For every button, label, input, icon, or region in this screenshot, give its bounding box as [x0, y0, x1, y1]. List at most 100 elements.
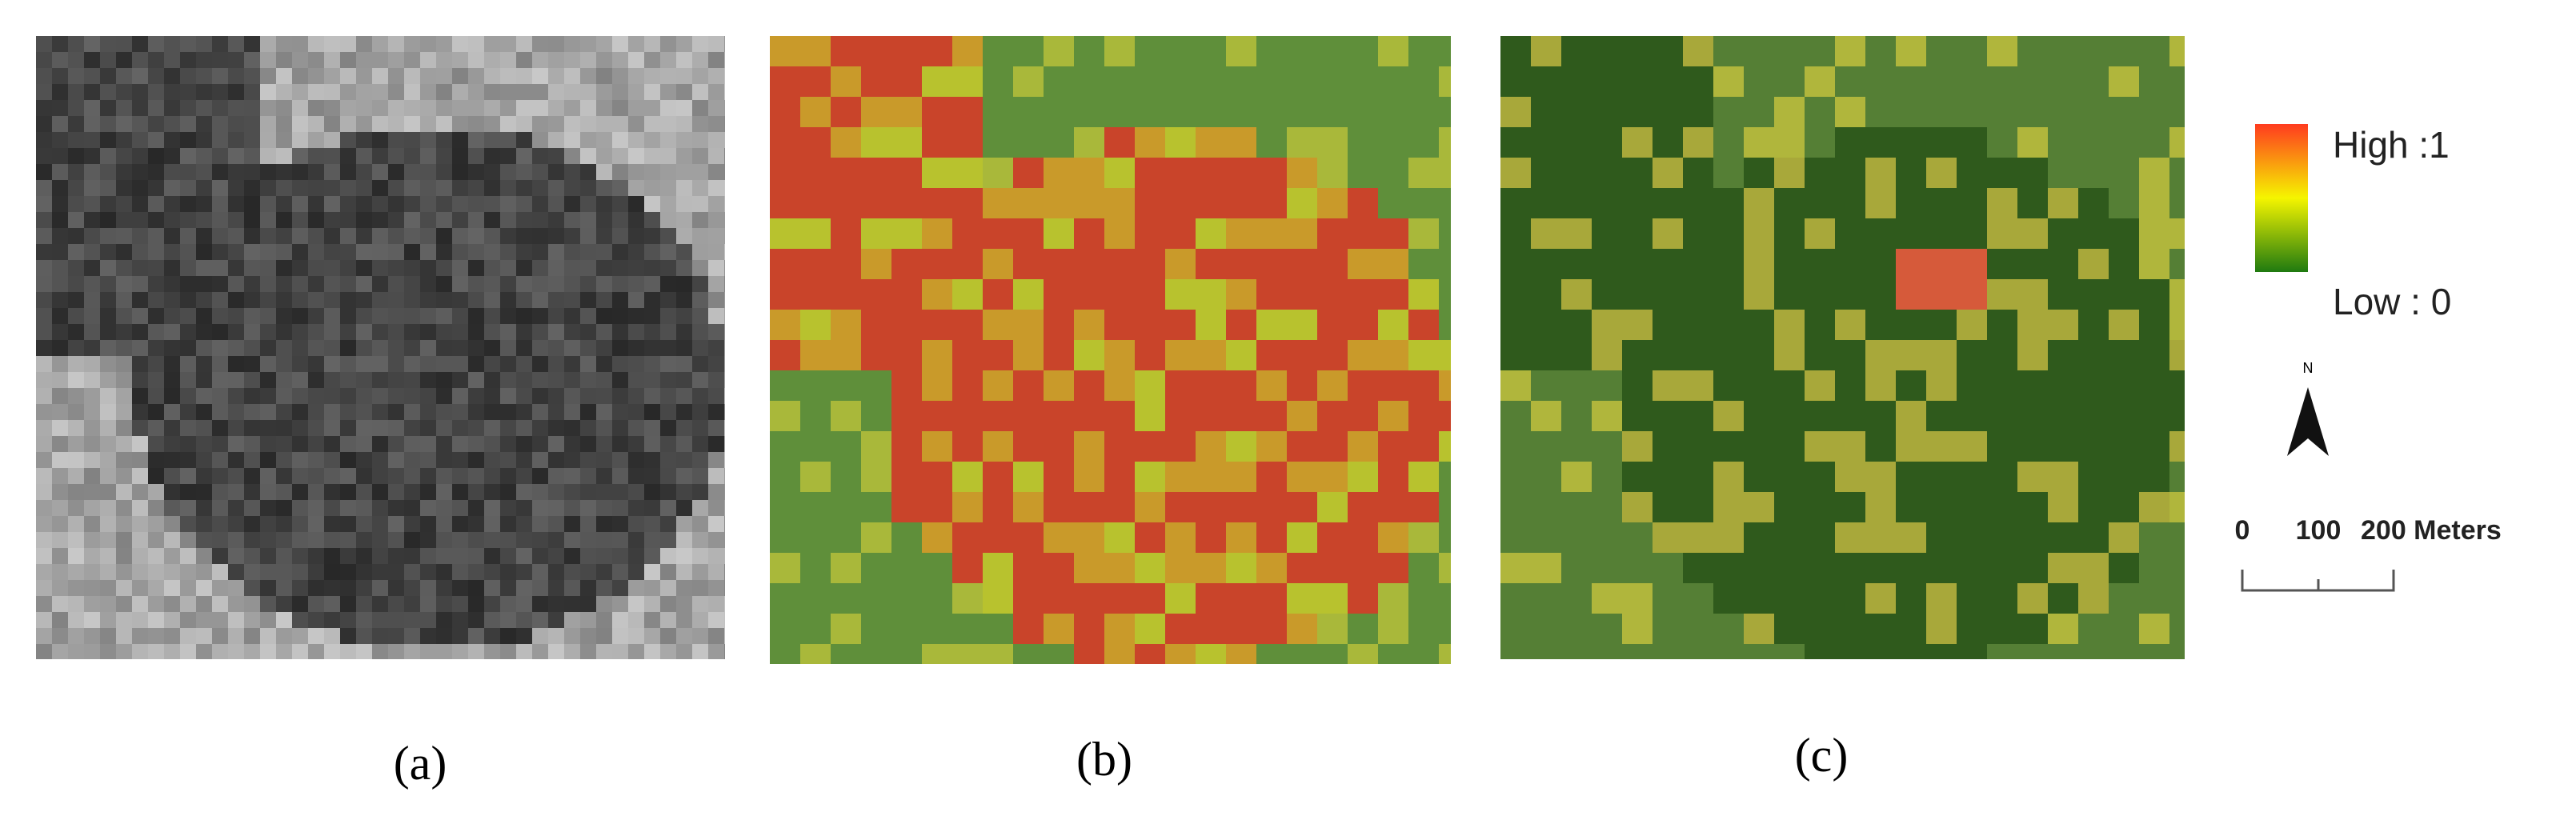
image-cell [308, 52, 324, 68]
image-cell [212, 452, 228, 468]
image-cell [324, 580, 340, 596]
image-cell [800, 340, 831, 370]
image-cell [116, 404, 132, 420]
image-cell [148, 548, 164, 564]
image-cell [436, 308, 452, 324]
image-cell [164, 596, 180, 612]
image-cell [500, 452, 516, 468]
image-cell [212, 628, 228, 644]
image-cell [612, 308, 628, 324]
image-cell [1013, 158, 1044, 188]
image-cell [52, 148, 68, 164]
image-cell [516, 100, 532, 116]
image-cell [1622, 188, 1653, 218]
image-cell [36, 404, 52, 420]
image-cell [2109, 644, 2139, 659]
image-cell [660, 212, 676, 228]
image-cell [52, 100, 68, 116]
image-cell [164, 68, 180, 84]
image-cell [52, 340, 68, 356]
image-cell [1044, 522, 1074, 553]
image-cell [596, 452, 612, 468]
image-cell [1013, 522, 1044, 553]
image-cell [580, 340, 596, 356]
image-cell [500, 596, 516, 612]
image-cell [196, 548, 212, 564]
image-cell [484, 276, 500, 292]
image-cell [532, 164, 548, 180]
image-cell [116, 260, 132, 276]
image-cell [2139, 340, 2169, 370]
image-cell [548, 436, 564, 452]
image-cell [420, 340, 436, 356]
image-cell [324, 372, 340, 388]
image-cell [324, 516, 340, 532]
image-cell [1987, 553, 2017, 583]
image-cell [148, 340, 164, 356]
image-cell [244, 628, 260, 644]
image-cell [324, 564, 340, 580]
image-cell [952, 36, 983, 66]
image-cell [1835, 522, 1865, 553]
image-cell [324, 68, 340, 84]
image-cell [52, 500, 68, 516]
image-cell [292, 516, 308, 532]
image-cell [116, 180, 132, 196]
image-cell [1287, 401, 1317, 431]
image-cell [1256, 553, 1287, 583]
image-cell [1835, 66, 1865, 97]
image-cell [1713, 583, 1744, 614]
image-cell [1957, 66, 1987, 97]
image-cell [372, 596, 388, 612]
image-cell [468, 484, 484, 500]
image-cell [2048, 97, 2078, 127]
image-cell [388, 500, 404, 516]
image-cell [500, 340, 516, 356]
image-cell [1287, 522, 1317, 553]
image-cell [212, 116, 228, 132]
image-cell [1256, 66, 1287, 97]
image-cell [452, 180, 468, 196]
image-cell [292, 340, 308, 356]
image-cell [612, 52, 628, 68]
image-cell [148, 452, 164, 468]
image-cell [196, 84, 212, 100]
image-cell [580, 628, 596, 644]
image-cell [52, 276, 68, 292]
image-cell [1561, 310, 1592, 340]
image-cell [516, 132, 532, 148]
image-cell [548, 580, 564, 596]
image-cell [564, 180, 580, 196]
image-cell [356, 260, 372, 276]
image-cell [660, 548, 676, 564]
image-cell [1256, 492, 1287, 522]
image-cell [324, 468, 340, 484]
image-cell [1805, 127, 1835, 158]
image-cell [1226, 614, 1256, 644]
image-cell [2078, 127, 2109, 158]
image-cell [244, 244, 260, 260]
image-cell [260, 452, 276, 468]
image-cell [1135, 614, 1165, 644]
image-cell [800, 522, 831, 553]
image-cell [84, 356, 100, 372]
image-cell [891, 583, 922, 614]
image-cell [260, 436, 276, 452]
image-cell [2078, 370, 2109, 401]
image-cell [228, 276, 244, 292]
image-cell [228, 340, 244, 356]
image-cell [1622, 401, 1653, 431]
image-cell [420, 52, 436, 68]
image-cell [770, 279, 800, 310]
image-cell [1774, 158, 1805, 188]
image-cell [952, 614, 983, 644]
image-cell [276, 596, 292, 612]
image-cell [1744, 310, 1774, 340]
image-cell [1592, 97, 1622, 127]
image-cell [2078, 462, 2109, 492]
image-cell [922, 340, 952, 370]
image-cell [404, 244, 420, 260]
image-cell [596, 100, 612, 116]
image-cell [436, 516, 452, 532]
image-cell [2139, 462, 2169, 492]
